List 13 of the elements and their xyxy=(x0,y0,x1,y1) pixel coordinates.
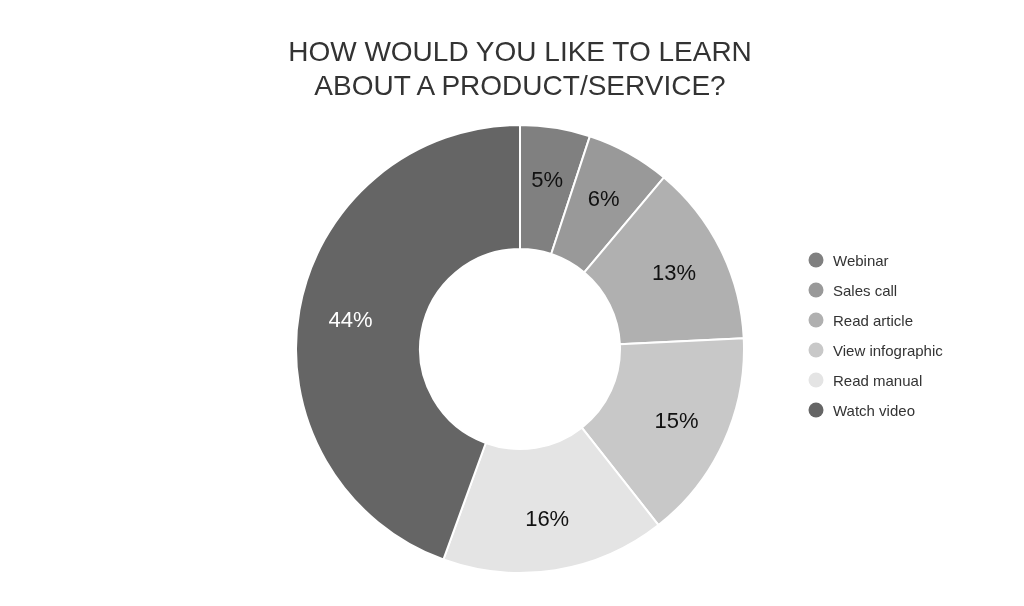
legend-label: View infographic xyxy=(833,341,944,359)
legend-label: Sales call xyxy=(833,281,898,299)
data-label: 15% xyxy=(654,407,699,433)
data-label: 13% xyxy=(652,260,697,286)
legend-label: Webinar xyxy=(833,251,889,269)
legend-label: Read manual xyxy=(833,371,923,389)
data-label: 44% xyxy=(328,306,373,332)
chart-title: HOW WOULD YOU LIKE TO LEARN ABOUT A PRODUCT/SERVICE? xyxy=(288,36,752,101)
legend-label: Read article xyxy=(833,311,914,329)
data-label: 6% xyxy=(587,186,620,212)
data-label: 5% xyxy=(531,166,564,192)
legend-label: Watch video xyxy=(833,401,915,419)
data-label: 16% xyxy=(525,506,570,532)
